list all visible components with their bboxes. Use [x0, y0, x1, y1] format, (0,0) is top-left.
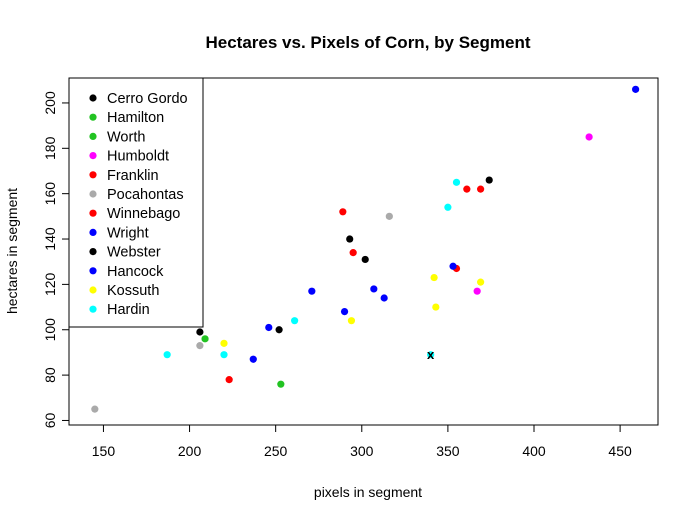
legend-swatch: [89, 190, 97, 198]
data-point: [277, 380, 285, 388]
y-tick-label: 120: [42, 272, 58, 296]
data-point: [220, 351, 228, 359]
data-point: [432, 303, 440, 311]
data-point: [380, 294, 388, 302]
data-point: [485, 176, 493, 184]
data-point: [339, 208, 347, 216]
y-tick-label: 160: [42, 182, 58, 206]
legend-swatch: [89, 267, 97, 275]
legend-swatch: [89, 132, 97, 140]
data-point: [632, 85, 640, 93]
legend-swatch: [89, 94, 97, 102]
x-tick-label: 250: [264, 443, 288, 459]
legend-label: Cerro Gordo: [107, 91, 188, 107]
legend-label: Kossuth: [107, 283, 159, 299]
data-point: [225, 376, 233, 384]
legend-swatch: [89, 286, 97, 294]
annotation-x-marker: x: [427, 347, 435, 362]
data-point: [385, 212, 393, 220]
y-tick-label: 80: [42, 367, 58, 383]
x-axis: 150 200 250 300 350 400 450: [92, 424, 632, 459]
legend-swatch: [89, 209, 97, 217]
legend-label: Winnebago: [107, 206, 180, 222]
y-tick-label: 140: [42, 227, 58, 251]
data-point: [220, 339, 228, 347]
x-tick-label: 300: [350, 443, 374, 459]
x-tick-label: 350: [436, 443, 460, 459]
data-point: [430, 273, 438, 282]
legend-label: Worth: [107, 129, 145, 145]
x-axis-label: pixels in segment: [314, 484, 422, 500]
y-axis: 60 80 100 120 140 160 180 200: [42, 91, 70, 428]
legend: Cerro Gordo Hamilton Worth Humboldt Franklin…: [68, 77, 204, 328]
data-point: [196, 328, 204, 336]
x-tick-label: 150: [92, 443, 116, 459]
data-point: [308, 287, 316, 295]
y-tick-label: 180: [42, 136, 58, 160]
data-point: [196, 342, 204, 350]
data-point: [347, 317, 356, 325]
y-tick-label: 200: [42, 91, 58, 115]
legend-label: Franklin: [107, 168, 159, 184]
data-point: [291, 317, 299, 325]
data-point: [444, 203, 452, 211]
legend-swatch: [89, 113, 97, 121]
legend-label: Wright: [107, 225, 149, 241]
data-point: [201, 335, 209, 343]
data-point: [361, 255, 369, 264]
data-point: [370, 285, 378, 293]
x-tick-label: 450: [608, 443, 632, 459]
legend-label: Humboldt: [107, 149, 169, 165]
legend-swatch: [89, 305, 97, 313]
chart-title: Hectares vs. Pixels of Corn, by Segment: [205, 33, 530, 52]
y-axis-label: hectares in segment: [4, 188, 20, 314]
legend-label: Webster: [107, 245, 161, 261]
data-point: [163, 351, 171, 359]
data-point: [477, 185, 485, 193]
legend-label: Hamilton: [107, 110, 164, 126]
data-point: [91, 405, 99, 413]
legend-swatch: [89, 248, 97, 256]
legend-box: [68, 77, 204, 328]
x-tick-label: 400: [522, 443, 546, 459]
data-point: [349, 249, 357, 257]
data-points: x: [91, 85, 640, 413]
data-point: [427, 351, 435, 359]
y-tick-label: 100: [42, 318, 58, 342]
data-point: [452, 178, 461, 186]
data-point: [249, 355, 257, 363]
data-point: [473, 287, 481, 295]
data-point: [449, 262, 457, 270]
y-tick-label: 60: [42, 412, 58, 428]
legend-label: Pocahontas: [107, 187, 184, 203]
data-point: [340, 308, 349, 316]
data-point: [477, 278, 485, 286]
legend-swatch: [89, 228, 97, 236]
legend-swatch: [89, 152, 97, 160]
data-point: [346, 235, 354, 243]
data-point: [265, 323, 273, 332]
legend-label: Hancock: [107, 264, 164, 280]
legend-label: Hardin: [107, 302, 150, 318]
data-point: [463, 185, 471, 193]
x-tick-label: 200: [178, 443, 202, 459]
data-point: [585, 133, 593, 141]
legend-swatch: [89, 171, 97, 179]
data-point: [275, 326, 283, 334]
